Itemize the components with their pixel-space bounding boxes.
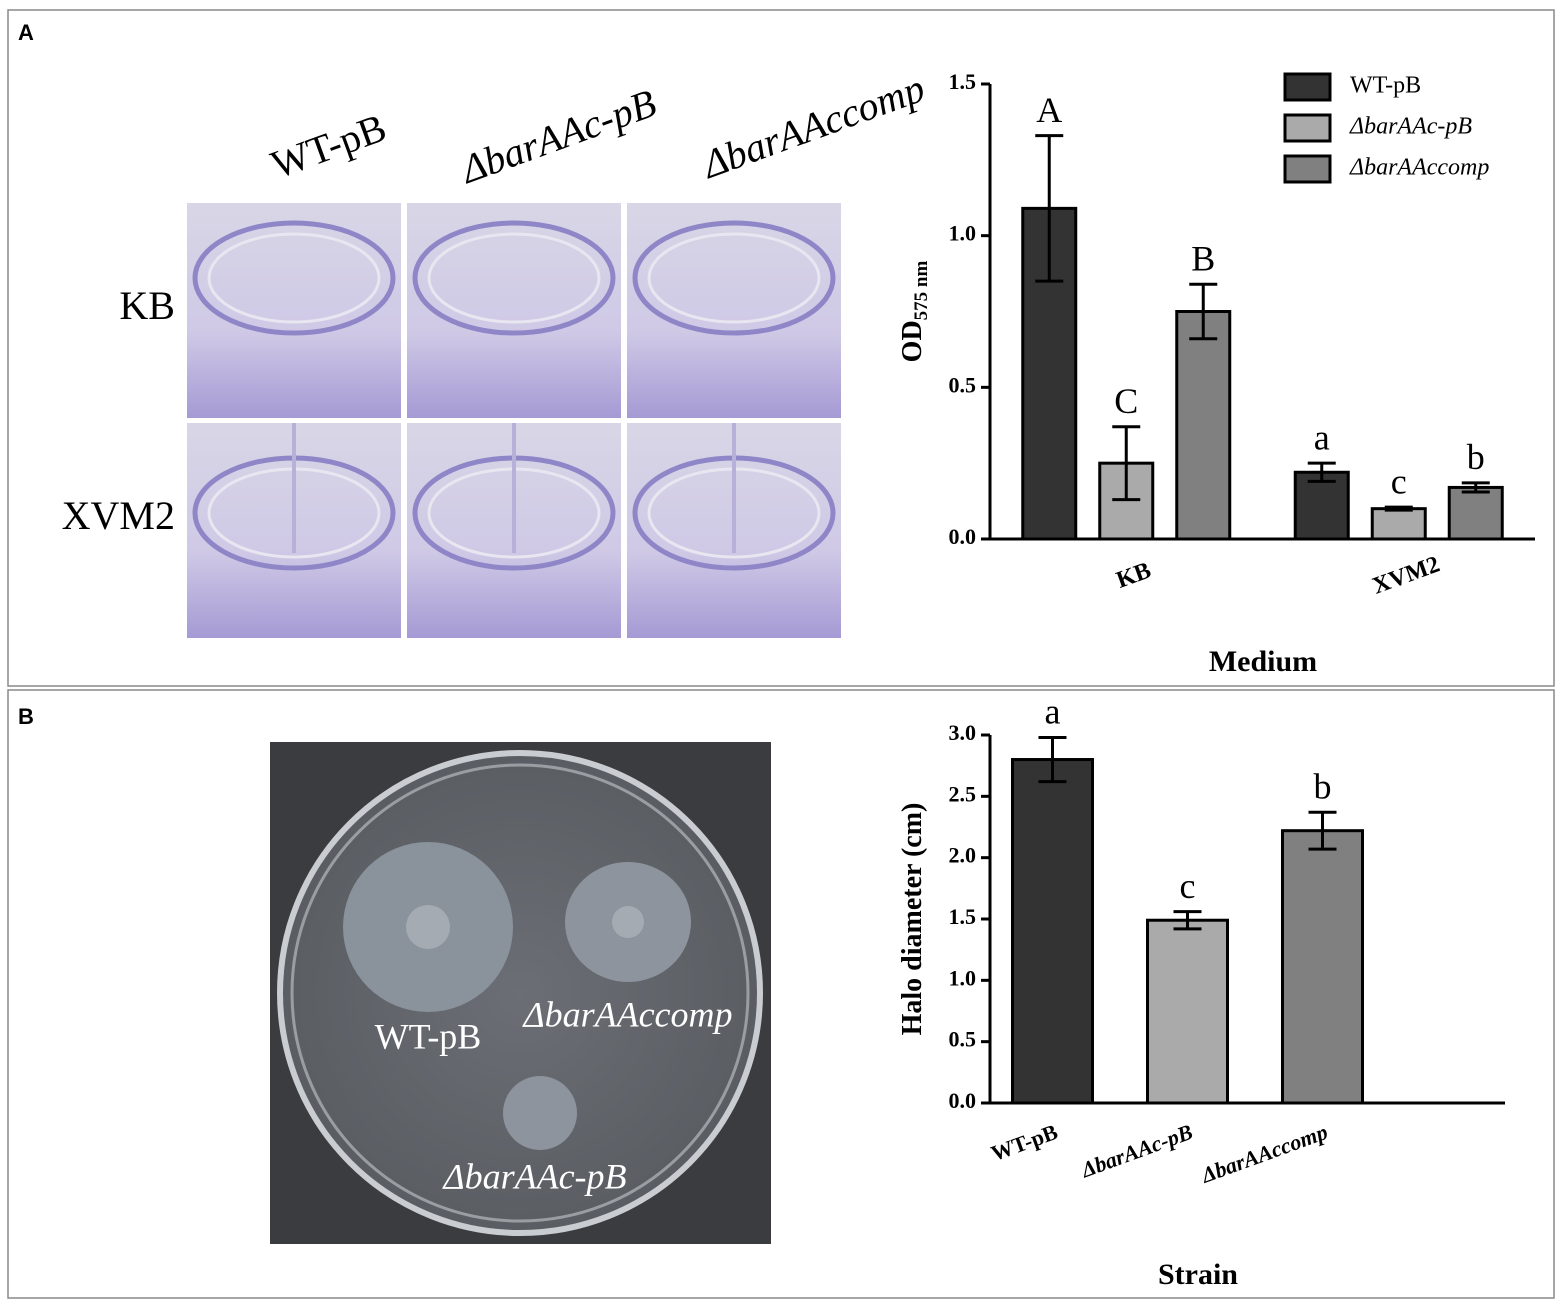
legend-label: ΔbarAAccomp xyxy=(1349,155,1489,181)
x-tick-label: ΔbarAAccomp xyxy=(1197,1119,1331,1188)
error-bar xyxy=(1189,282,1218,341)
error-bar xyxy=(1461,481,1490,494)
bar xyxy=(1370,507,1427,541)
y-tick-label: 0.5 xyxy=(949,372,977,397)
well-rim xyxy=(412,220,616,336)
well-rim xyxy=(192,220,396,336)
well-rim xyxy=(632,220,836,336)
y-axis-label: OD575 nm xyxy=(897,261,932,363)
x-axis-label: Medium xyxy=(1209,645,1317,678)
significance-letter: b xyxy=(1314,767,1332,807)
y-axis-label: Halo diameter (cm) xyxy=(897,803,928,1036)
bar xyxy=(1447,485,1504,541)
petri-rim xyxy=(290,763,750,1223)
y-tick-label: 1.5 xyxy=(949,904,977,929)
error-bar xyxy=(1112,425,1141,502)
significance-letter: c xyxy=(1391,461,1407,501)
colony-label: ΔbarAAc-pB xyxy=(441,1156,626,1196)
error-bar xyxy=(1384,505,1413,512)
bar xyxy=(1175,310,1232,541)
x-tick-label: XVM2 xyxy=(1369,552,1443,600)
y-tick-label: 1.0 xyxy=(949,221,977,246)
y-tick-label: 1.5 xyxy=(949,69,977,94)
well-rim xyxy=(207,232,381,324)
error-bar xyxy=(1173,910,1202,931)
plate-photo: WT-pB ΔbarAAccomp ΔbarAAc-pB xyxy=(270,742,771,1244)
significance-letter: C xyxy=(1114,381,1138,421)
panel-label: B xyxy=(18,704,34,729)
panel-a-frame xyxy=(7,9,1555,687)
y-axis-label-main: Halo diameter (cm) xyxy=(897,803,928,1036)
photo-grid: WT-pB ΔbarAAc-pB ΔbarAAccomp KB XVM2 xyxy=(62,65,931,638)
well-rim xyxy=(427,232,601,324)
legend-label: WT-pB xyxy=(1350,73,1421,99)
x-axis-label: Strain xyxy=(1158,1258,1238,1291)
column-label: ΔbarAAc-pB xyxy=(453,80,661,193)
y-tick-label: 0.0 xyxy=(949,1088,977,1113)
significance-letter: a xyxy=(1314,417,1330,457)
y-tick-label: 0.0 xyxy=(949,524,977,549)
x-tick-label: WT-pB xyxy=(988,1119,1062,1166)
colony-center xyxy=(612,906,644,938)
y-axis-label-sub: 575 nm xyxy=(911,261,932,321)
row-label: KB xyxy=(119,283,175,328)
colony-label: ΔbarAAccomp xyxy=(521,994,732,1034)
row-label: XVM2 xyxy=(62,493,175,538)
significance-letter: B xyxy=(1191,238,1215,278)
bar xyxy=(1011,758,1094,1105)
column-label: ΔbarAAccomp xyxy=(695,65,931,187)
significance-letter: a xyxy=(1045,692,1061,732)
error-bar xyxy=(1038,735,1067,784)
x-tick-label: ΔbarAAc-pB xyxy=(1077,1119,1196,1183)
colony-center xyxy=(406,905,450,949)
panel-b-frame xyxy=(7,689,1555,1299)
y-tick-label: 0.5 xyxy=(949,1027,977,1052)
bar xyxy=(1146,918,1229,1105)
y-tick-label: 1.0 xyxy=(949,965,977,990)
error-bar xyxy=(1035,134,1064,283)
legend-label: ΔbarAAc-pB xyxy=(1349,114,1472,140)
panel-label: A xyxy=(18,20,34,45)
significance-letter: b xyxy=(1467,437,1485,477)
significance-letter: c xyxy=(1180,866,1196,906)
legend-swatch xyxy=(1283,113,1332,143)
legend-swatch xyxy=(1283,72,1332,102)
significance-letter: A xyxy=(1036,90,1062,130)
y-tick-label: 2.0 xyxy=(949,843,977,868)
error-bar xyxy=(1307,461,1336,483)
bar xyxy=(1281,829,1364,1105)
x-tick-label: KB xyxy=(1113,557,1154,593)
well-rim xyxy=(647,232,821,324)
colony xyxy=(503,1076,577,1150)
legend-swatch xyxy=(1283,154,1332,184)
y-axis-label-main: OD xyxy=(897,320,928,362)
y-tick-label: 2.5 xyxy=(949,781,977,806)
column-label: WT-pB xyxy=(265,105,392,188)
colony-label: WT-pB xyxy=(375,1016,482,1056)
y-tick-label: 3.0 xyxy=(949,720,977,745)
error-bar xyxy=(1308,810,1337,851)
